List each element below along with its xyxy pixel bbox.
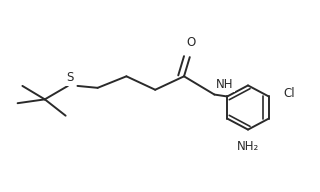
Text: NH: NH xyxy=(216,78,234,91)
Text: NH₂: NH₂ xyxy=(237,140,259,153)
Text: O: O xyxy=(187,36,196,50)
Text: Cl: Cl xyxy=(283,87,295,100)
Text: S: S xyxy=(66,71,74,84)
